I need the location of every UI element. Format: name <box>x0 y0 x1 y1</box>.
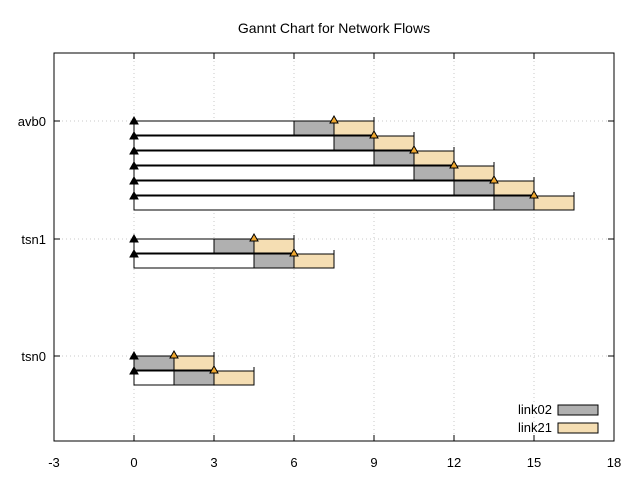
link21-bar <box>213 370 255 386</box>
link02-bar <box>213 238 255 254</box>
arrival-marker <box>209 364 219 374</box>
x-tick-label: 12 <box>447 455 461 470</box>
y-tick-label: tsn1 <box>21 232 46 247</box>
wait-bar <box>133 165 415 181</box>
x-tick-label: -3 <box>48 455 60 470</box>
arrival-marker <box>329 114 339 124</box>
arrival-marker <box>529 189 539 199</box>
link02-bar <box>413 165 455 181</box>
link21-bar <box>533 195 575 211</box>
release-marker <box>129 350 139 360</box>
wait-bar <box>133 195 495 211</box>
link21-bar <box>333 120 375 136</box>
release-marker <box>129 365 139 375</box>
flow-bars <box>133 117 575 386</box>
release-marker <box>129 160 139 170</box>
release-marker <box>129 145 139 155</box>
x-tick-label: 9 <box>370 455 377 470</box>
release-marker <box>129 190 139 200</box>
link21-bar <box>413 150 455 166</box>
plot-frame <box>53 52 615 442</box>
arrival-marker <box>249 232 259 242</box>
chart-title: Gannt Chart for Network Flows <box>238 20 430 36</box>
wait-bar <box>133 180 455 196</box>
y-tick-label: tsn0 <box>21 349 46 364</box>
link02-bar <box>333 135 375 151</box>
link02-bar <box>253 253 295 269</box>
x-tick-label: 18 <box>607 455 621 470</box>
link21-bar <box>173 355 215 371</box>
legend-swatch-link21 <box>557 422 599 434</box>
link21-bar <box>493 180 535 196</box>
legend-label-link02: link02 <box>518 402 552 417</box>
wait-bar <box>133 238 215 254</box>
link02-bar <box>373 150 415 166</box>
wait-bar <box>133 150 375 166</box>
x-tick-label: 3 <box>210 455 217 470</box>
x-tick-label: 15 <box>527 455 541 470</box>
axis-ticks: -3 0 3 6 9 12 15 18 avb0 tsn1 tsn0 <box>18 53 621 470</box>
link21-bar <box>373 135 415 151</box>
x-tick-label: 6 <box>290 455 297 470</box>
legend: link02 link21 <box>518 402 599 435</box>
link02-bar <box>173 370 215 386</box>
arrival-marker <box>489 174 499 184</box>
release-marker <box>129 130 139 140</box>
arrival-marker <box>449 159 459 169</box>
release-marker <box>129 233 139 243</box>
arrival-marker <box>169 349 179 359</box>
link02-bar <box>453 180 495 196</box>
wait-bar <box>133 253 255 269</box>
link21-bar <box>253 238 295 254</box>
arrival-marker <box>369 129 379 139</box>
release-marker <box>129 175 139 185</box>
y-tick-label: avb0 <box>18 114 46 129</box>
release-marker <box>129 248 139 258</box>
wait-bar <box>133 370 175 386</box>
release-marker <box>129 115 139 125</box>
arrival-marker <box>409 144 419 154</box>
link21-bar <box>453 165 495 181</box>
arrival-marker <box>289 247 299 257</box>
link02-bar <box>493 195 535 211</box>
flow-markers <box>129 114 539 375</box>
wait-bar <box>133 135 335 151</box>
link21-bar <box>293 253 335 269</box>
legend-swatch-link02 <box>557 404 599 416</box>
link02-bar <box>293 120 335 136</box>
wait-bar <box>133 120 295 136</box>
x-tick-label: 0 <box>130 455 137 470</box>
link02-bar <box>133 355 175 371</box>
legend-label-link21: link21 <box>518 420 552 435</box>
